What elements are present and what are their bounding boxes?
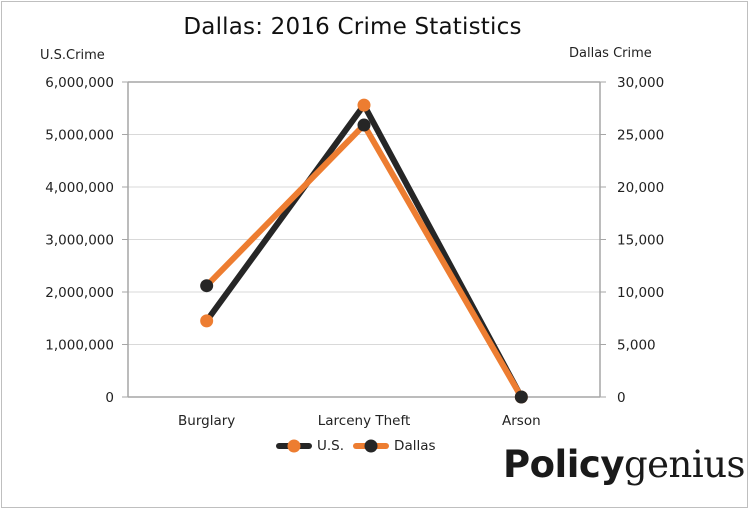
category-label: Burglary <box>178 413 235 429</box>
series-us-line <box>203 102 525 400</box>
data-point-marker[interactable] <box>514 390 528 404</box>
right-axis-title: Dallas Crime <box>569 46 652 61</box>
right-axis-ticks: 0 5,000 10,000 15,000 20,000 25,000 30,000 <box>617 75 664 406</box>
legend-item-dallas[interactable]: Dallas <box>352 438 436 454</box>
category-label: Arson <box>502 413 541 429</box>
right-axis-tick-label: 25,000 <box>617 128 664 144</box>
chart-title: Dallas: 2016 Crime Statistics <box>183 14 522 40</box>
data-series <box>200 98 528 404</box>
category-label: Larceny Theft <box>318 413 411 429</box>
right-axis-tick-label: 10,000 <box>617 285 664 301</box>
category-labels: Burglary Larceny Theft Arson <box>178 413 541 429</box>
right-axis-tick-label: 0 <box>617 390 626 406</box>
right-axis-tick-label: 5,000 <box>617 338 656 354</box>
data-point-marker[interactable] <box>200 279 214 293</box>
legend-us-swatch-icon <box>276 439 312 453</box>
legend-dallas-swatch-icon <box>353 439 390 453</box>
left-axis-tick-label: 0 <box>105 390 114 406</box>
legend-dallas-label: Dallas <box>394 438 436 454</box>
data-point-marker[interactable] <box>200 314 214 328</box>
right-axis-tick-label: 15,000 <box>617 233 664 249</box>
left-axis-ticks: 0 1,000,000 2,000,000 3,000,000 4,000,000 5,0… <box>45 75 114 406</box>
policygenius-logo: Policygenius <box>503 443 746 486</box>
legend: U.S. Dallas <box>275 438 436 454</box>
left-axis-tick-label: 5,000,000 <box>45 128 114 144</box>
data-point-marker[interactable] <box>357 118 371 132</box>
left-axis-tick-label: 1,000,000 <box>45 338 114 354</box>
logo-light-text: genius <box>623 443 746 486</box>
right-axis-tick-label: 30,000 <box>617 75 664 91</box>
data-point-marker[interactable] <box>357 98 371 112</box>
gridlines <box>128 134 600 345</box>
logo-bold-text: Policy <box>503 443 624 486</box>
left-axis-tick-label: 6,000,000 <box>45 75 114 91</box>
right-axis-tick-label: 20,000 <box>617 180 664 196</box>
left-axis-tick-label: 4,000,000 <box>45 180 114 196</box>
left-axis-title: U.S.Crime <box>40 48 105 63</box>
legend-item-us[interactable]: U.S. <box>275 438 344 454</box>
legend-us-label: U.S. <box>317 438 345 454</box>
left-axis-tick-label: 3,000,000 <box>45 233 114 249</box>
left-axis-tick-label: 2,000,000 <box>45 285 114 301</box>
